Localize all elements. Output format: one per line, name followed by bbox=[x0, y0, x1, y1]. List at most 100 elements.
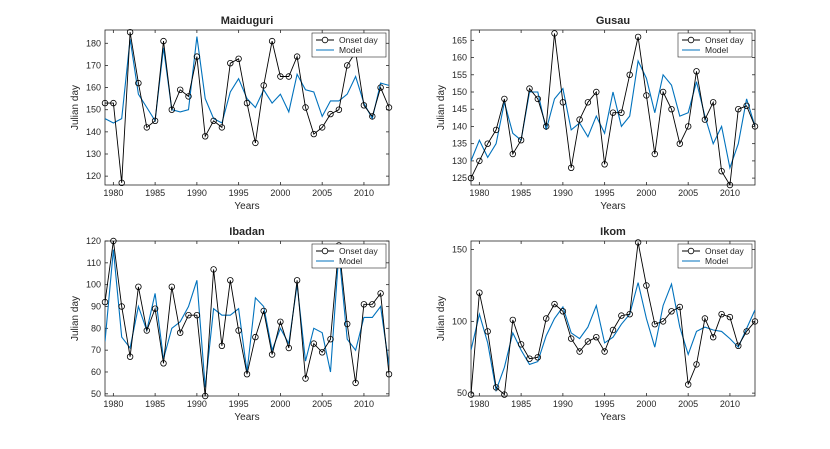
data-point-onset-day bbox=[701, 116, 709, 123]
data-point-onset-day bbox=[385, 104, 393, 111]
x-tick-label: 1995 bbox=[595, 188, 615, 198]
y-tick-label: 100 bbox=[452, 316, 467, 326]
data-point-onset-day bbox=[618, 312, 625, 319]
x-axis-label: Years bbox=[600, 201, 625, 212]
data-point-onset-day bbox=[509, 316, 516, 324]
data-point-onset-day bbox=[252, 333, 259, 341]
data-point-onset-day bbox=[584, 99, 592, 106]
data-point-onset-day bbox=[634, 33, 642, 41]
y-tick-label: 145 bbox=[452, 104, 467, 114]
data-point-onset-day bbox=[293, 277, 301, 284]
data-point-onset-day bbox=[743, 328, 750, 335]
x-tick-label: 1995 bbox=[595, 399, 615, 409]
data-point-onset-day bbox=[492, 126, 500, 134]
data-point-onset-day bbox=[327, 336, 334, 343]
data-point-onset-day bbox=[151, 117, 159, 124]
data-point-onset-day bbox=[634, 239, 642, 246]
data-point-onset-day bbox=[501, 95, 508, 103]
data-point-onset-day bbox=[693, 68, 700, 75]
data-point-onset-day bbox=[185, 312, 192, 319]
chart-title: Maiduguri bbox=[221, 15, 274, 27]
y-tick-label: 50 bbox=[457, 388, 467, 398]
legend-label-model: Model bbox=[339, 256, 362, 266]
data-point-onset-day bbox=[344, 62, 351, 69]
data-point-onset-day bbox=[319, 124, 326, 131]
data-point-onset-day bbox=[302, 375, 309, 382]
data-point-onset-day bbox=[118, 179, 125, 186]
data-point-onset-day bbox=[509, 150, 516, 158]
data-point-onset-day bbox=[277, 73, 284, 80]
data-point-onset-day bbox=[576, 348, 583, 355]
data-point-onset-day bbox=[685, 381, 692, 388]
legend-label-onset-day: Onset day bbox=[339, 246, 378, 256]
data-point-onset-day bbox=[484, 328, 491, 335]
data-point-onset-day bbox=[676, 303, 683, 311]
y-tick-label: 50 bbox=[91, 389, 101, 399]
y-tick-label: 135 bbox=[452, 139, 467, 149]
data-point-onset-day bbox=[685, 123, 692, 130]
y-tick-label: 100 bbox=[86, 280, 101, 290]
y-tick-label: 80 bbox=[91, 323, 101, 333]
data-point-onset-day bbox=[584, 338, 592, 345]
data-point-onset-day bbox=[476, 157, 483, 165]
y-tick-label: 170 bbox=[86, 60, 101, 70]
data-point-onset-day bbox=[151, 305, 159, 312]
x-tick-label: 2000 bbox=[270, 399, 290, 409]
y-tick-label: 120 bbox=[86, 236, 101, 246]
data-point-onset-day bbox=[110, 99, 117, 107]
data-point-onset-day bbox=[676, 140, 683, 147]
data-point-onset-day bbox=[176, 329, 184, 336]
data-point-onset-day bbox=[118, 303, 125, 310]
y-tick-label: 70 bbox=[91, 345, 101, 355]
data-point-onset-day bbox=[243, 99, 251, 107]
data-point-onset-day bbox=[543, 123, 550, 130]
data-point-onset-day bbox=[218, 124, 226, 131]
data-point-onset-day bbox=[360, 102, 368, 109]
data-point-onset-day bbox=[609, 326, 617, 334]
x-tick-label: 2010 bbox=[720, 399, 740, 409]
x-tick-label: 1990 bbox=[553, 188, 573, 198]
x-tick-label: 2005 bbox=[678, 188, 698, 198]
x-tick-label: 1990 bbox=[187, 188, 207, 198]
data-point-onset-day bbox=[135, 79, 142, 87]
x-tick-label: 1985 bbox=[145, 399, 165, 409]
data-point-onset-day bbox=[260, 82, 267, 89]
data-point-onset-day bbox=[227, 277, 234, 284]
data-point-onset-day bbox=[751, 318, 759, 325]
data-point-onset-day bbox=[743, 102, 750, 109]
data-point-onset-day bbox=[735, 105, 742, 113]
data-point-onset-day bbox=[618, 109, 625, 116]
data-point-onset-day bbox=[235, 327, 242, 334]
data-point-onset-day bbox=[576, 116, 583, 123]
data-point-onset-day bbox=[726, 313, 734, 321]
y-tick-label: 90 bbox=[91, 301, 101, 311]
data-point-onset-day bbox=[369, 301, 376, 308]
data-point-onset-day bbox=[243, 371, 251, 378]
y-tick-label: 150 bbox=[452, 87, 467, 97]
data-point-onset-day bbox=[526, 85, 533, 92]
x-tick-label: 2005 bbox=[678, 399, 698, 409]
data-point-onset-day bbox=[252, 139, 259, 147]
y-tick-label: 130 bbox=[86, 149, 101, 159]
data-point-onset-day bbox=[101, 298, 109, 306]
y-tick-label: 180 bbox=[86, 38, 101, 48]
data-point-onset-day bbox=[693, 361, 700, 368]
data-point-onset-day bbox=[751, 123, 759, 130]
data-point-onset-day bbox=[718, 167, 725, 175]
data-point-onset-day bbox=[168, 283, 175, 290]
data-point-onset-day bbox=[160, 37, 167, 45]
x-tick-label: 2000 bbox=[636, 188, 656, 198]
data-point-onset-day bbox=[659, 88, 667, 96]
data-point-onset-day bbox=[135, 283, 142, 290]
series-line-model bbox=[471, 59, 755, 170]
data-point-onset-day bbox=[484, 140, 491, 147]
x-tick-label: 1980 bbox=[469, 399, 489, 409]
y-axis-label: Julian day bbox=[70, 296, 81, 341]
data-point-onset-day bbox=[543, 315, 550, 322]
series-line-onset-day bbox=[105, 32, 389, 183]
data-point-onset-day bbox=[327, 110, 334, 118]
